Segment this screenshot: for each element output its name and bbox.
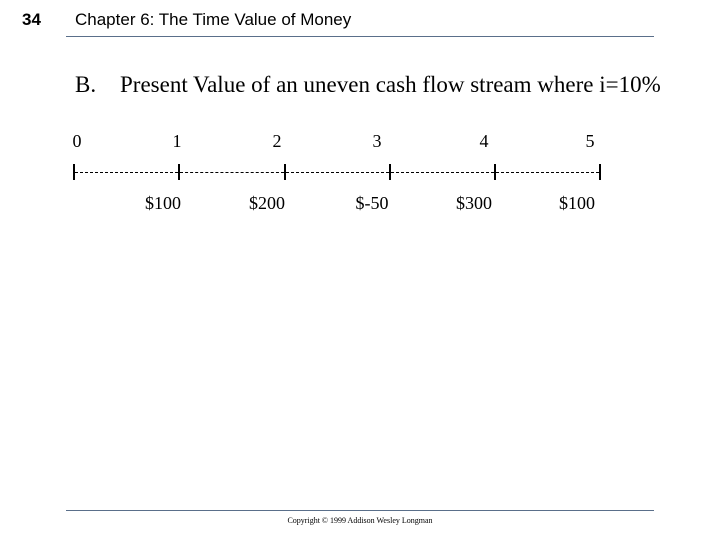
timeline-segment <box>496 172 599 173</box>
timeline-tick <box>73 164 75 180</box>
section-letter: B. <box>75 72 97 97</box>
chapter-title: Chapter 6: The Time Value of Money <box>75 10 352 29</box>
period-label-4: 4 <box>479 131 489 151</box>
cash-flow-1: $100 <box>145 193 181 213</box>
section-heading: Present Value of an uneven cash flow str… <box>120 72 661 97</box>
slide-number: 34 <box>22 10 41 29</box>
timeline-segment <box>286 172 389 173</box>
cash-flow-5: $100 <box>559 193 595 213</box>
cash-flow-3: $-50 <box>355 193 389 213</box>
timeline-tick <box>494 164 496 180</box>
footer-divider <box>66 510 654 511</box>
cash-flow-2: $200 <box>249 193 285 213</box>
cash-flow-4: $300 <box>456 193 492 213</box>
timeline-tick <box>178 164 180 180</box>
header-divider <box>66 36 654 37</box>
timeline-segment <box>75 172 178 173</box>
timeline-tick <box>284 164 286 180</box>
cash-flow-timeline: 0 1 2 3 4 5 $100 $200 $-50 $300 $100 <box>0 0 720 240</box>
period-label-0: 0 <box>72 131 82 151</box>
period-label-1: 1 <box>172 131 182 151</box>
copyright-notice: Copyright © 1999 Addison Wesley Longman <box>287 516 433 525</box>
timeline-segment <box>391 172 494 173</box>
period-label-5: 5 <box>585 131 595 151</box>
period-label-2: 2 <box>272 131 282 151</box>
period-label-3: 3 <box>372 131 382 151</box>
timeline-tick <box>389 164 391 180</box>
timeline-segment <box>180 172 284 173</box>
timeline-tick <box>599 164 601 180</box>
